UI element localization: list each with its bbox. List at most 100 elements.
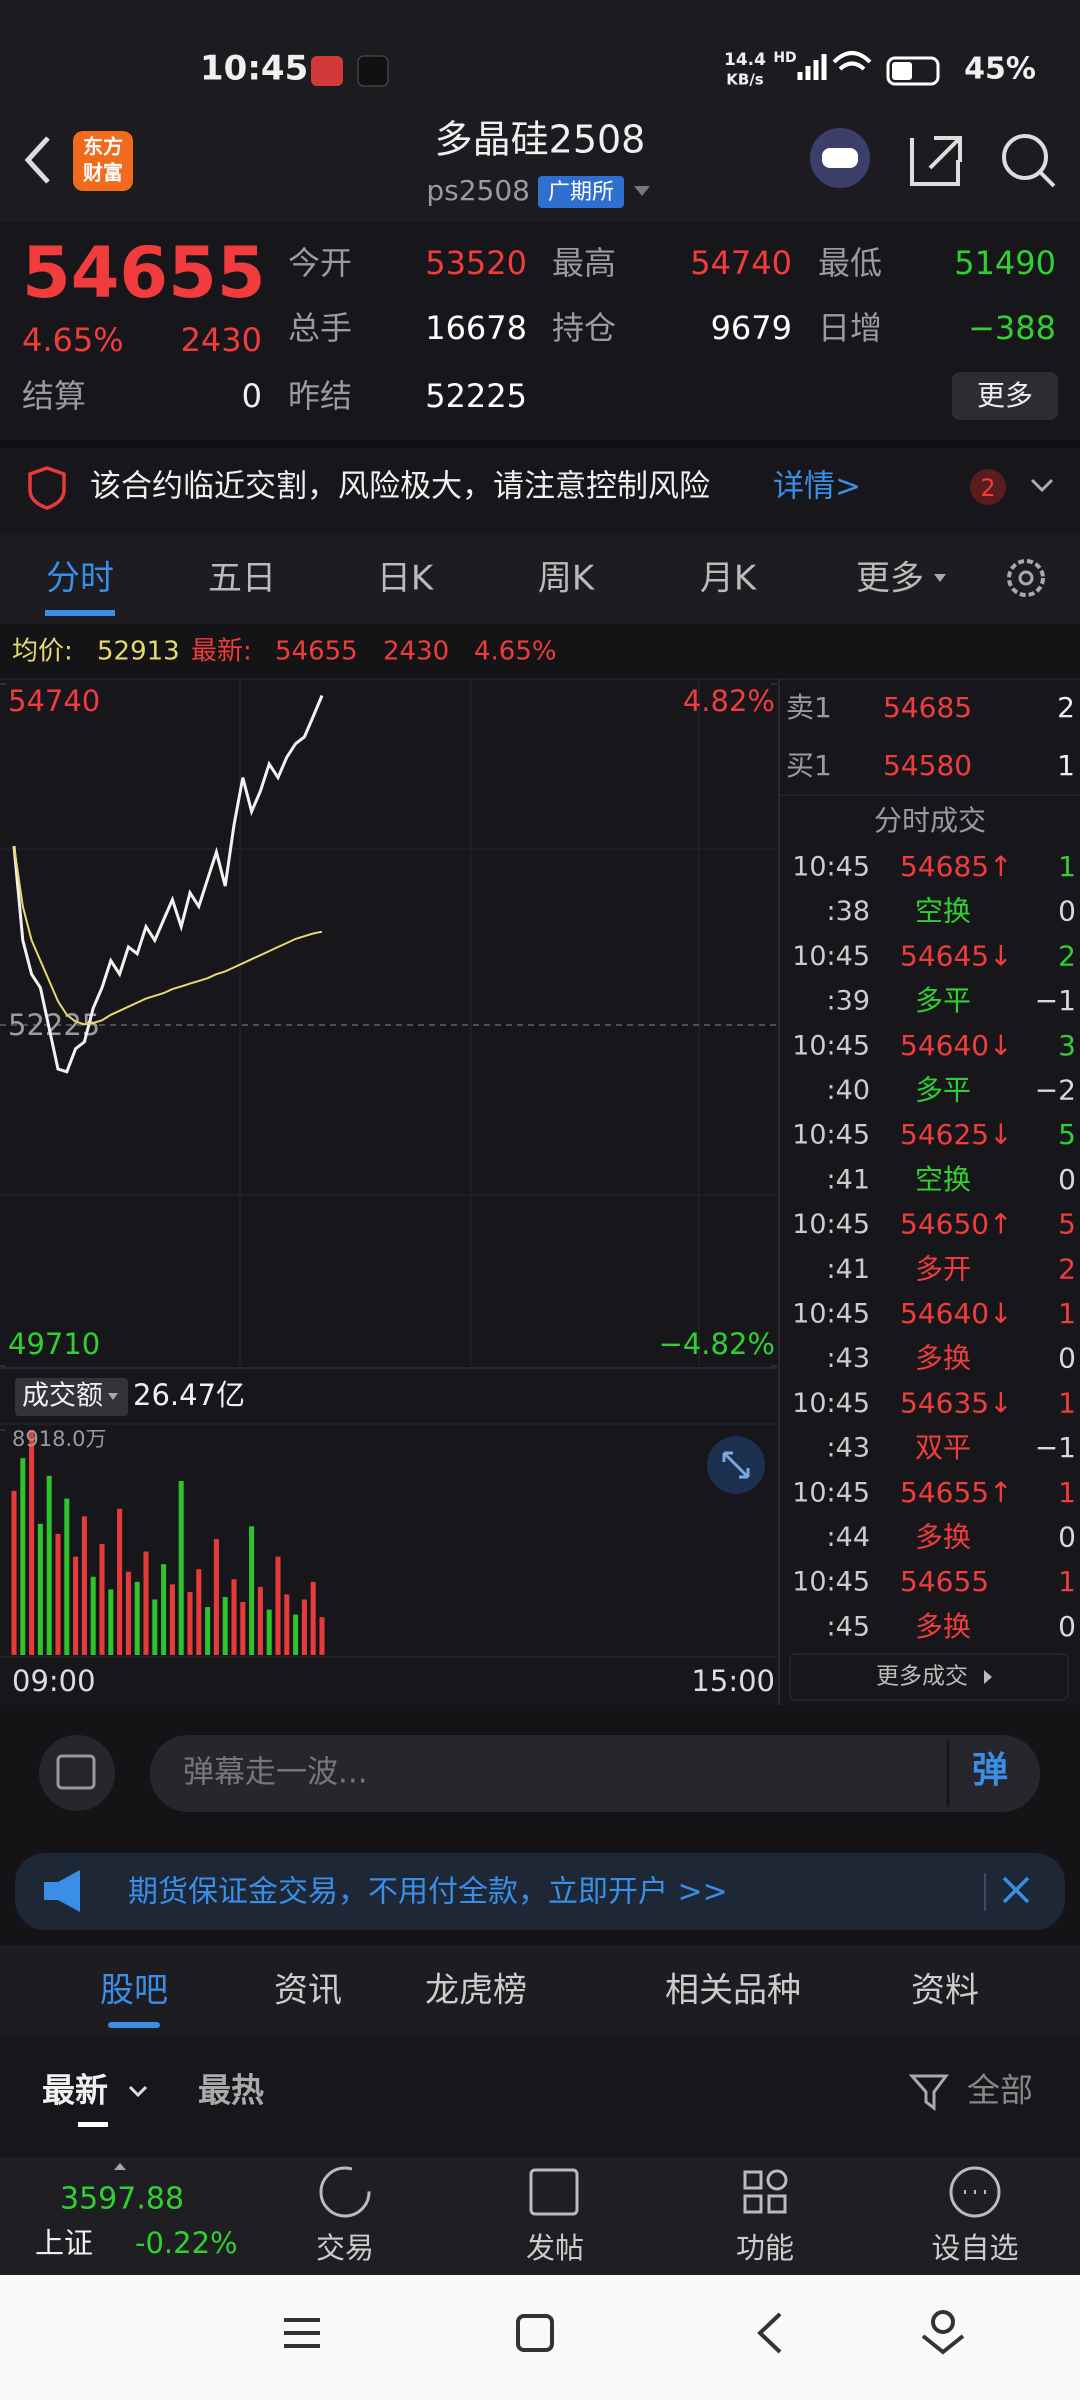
divider (0, 440, 1080, 448)
ad-bar[interactable] (15, 1853, 1065, 1930)
x-tick-label: 15:00 (691, 1664, 775, 1698)
trade-qty: −1 (1035, 1431, 1076, 1464)
expand-icon[interactable] (1030, 478, 1054, 493)
chart-tab[interactable]: 月K (700, 559, 758, 599)
community-tab[interactable]: 资讯 (274, 1971, 342, 2011)
more-button[interactable] (952, 372, 1058, 420)
index-name: 上证 (35, 2226, 93, 2260)
filter-label[interactable]: 全部 (967, 2071, 1033, 2110)
trade-price: 54640↓ (900, 1029, 1013, 1062)
settings-icon[interactable] (1007, 559, 1045, 597)
danmu-send[interactable]: 弹 (972, 1750, 1008, 1791)
trade-time: 10:45 (792, 941, 870, 972)
settings-icon-core (1018, 570, 1034, 586)
trade-type: 空换 (915, 895, 971, 928)
trade-qty: 2 (1058, 1252, 1076, 1285)
back-button[interactable] (757, 2312, 782, 2354)
filter-icon[interactable] (908, 2074, 949, 2111)
field-label: 最低 (818, 244, 882, 282)
change-percent: 4.65% (22, 321, 124, 359)
assist-button[interactable] (931, 2310, 955, 2334)
post-icon[interactable] (529, 2168, 579, 2216)
watchlist-icon[interactable] (949, 2166, 1001, 2218)
volume-bar (293, 1614, 299, 1655)
chart-tab[interactable]: 分时 (46, 559, 114, 599)
change-amount: 2430 (181, 321, 262, 359)
community-tab[interactable]: 资料 (911, 1971, 979, 2011)
trade-price: 54640↓ (900, 1297, 1013, 1330)
info-bg (0, 624, 1080, 679)
volume-bar (134, 1581, 140, 1655)
ask-price: 54685 (883, 691, 972, 724)
dropdown-icon[interactable] (634, 186, 650, 196)
trade-icon[interactable] (319, 2166, 371, 2218)
y-tick-label: 54740 (8, 684, 100, 718)
ad-icon (44, 1870, 80, 1912)
alert-badge (970, 469, 1006, 505)
trade-time: :45 (827, 1611, 870, 1642)
trade-time: :41 (827, 1254, 870, 1285)
bid-label: 买1 (786, 749, 832, 782)
y-tick-label: 49710 (8, 1327, 100, 1361)
more-trades-label[interactable]: 更多成交 (876, 1664, 968, 1690)
volume-bar (213, 1538, 219, 1655)
trade-type: 双平 (915, 1431, 971, 1464)
sort-option[interactable]: 最热 (198, 2071, 264, 2110)
alert-link[interactable]: 详情> (773, 469, 861, 505)
trade-type: 多换 (915, 1521, 971, 1554)
back-icon[interactable] (24, 136, 50, 184)
active-sort-indicator (78, 2122, 108, 2127)
nav-item[interactable]: 交易 (316, 2231, 374, 2265)
trade-time: :43 (827, 1343, 870, 1374)
community-tab[interactable]: 相关品种 (665, 1971, 801, 2011)
more-trades-arrow (984, 1670, 992, 1684)
trade-time: 10:45 (792, 1567, 870, 1598)
wifi-icon (832, 51, 872, 71)
function-icon[interactable] (743, 2170, 763, 2190)
community-tab[interactable]: 龙虎榜 (425, 1971, 527, 2011)
trade-qty: 1 (1058, 1565, 1076, 1598)
nav-item[interactable]: 功能 (736, 2231, 794, 2265)
chart-tab[interactable]: 五日 (208, 559, 276, 599)
sort-option[interactable]: 最新 (42, 2071, 108, 2110)
trade-price: 54645↓ (900, 939, 1013, 972)
exchange-badge (538, 176, 624, 208)
last-price: 54655 (22, 232, 266, 314)
danmu-input[interactable] (150, 1735, 1040, 1812)
assistant-face (822, 148, 858, 168)
logo (73, 131, 133, 191)
danmu-toggle[interactable] (39, 1735, 115, 1811)
alert-icon (28, 466, 66, 510)
field-label: 结算 (22, 377, 86, 415)
community-tab[interactable]: 股吧 (100, 1971, 168, 2011)
chart-tab[interactable]: 日K (377, 559, 435, 599)
more-trades-button[interactable] (789, 1653, 1069, 1701)
menu-button[interactable] (284, 2318, 320, 2348)
logo-text: 东方 (83, 135, 123, 159)
chart-tab[interactable]: 更多 (856, 559, 924, 599)
trade-time: 10:45 (792, 1209, 870, 1240)
share-icon[interactable] (910, 136, 962, 186)
more-button-label[interactable]: 更多 (977, 379, 1033, 412)
nav-item[interactable]: 发帖 (526, 2231, 584, 2265)
field-label: 持仓 (552, 309, 616, 347)
chart-tab[interactable]: 周K (538, 559, 596, 599)
volume-bar (205, 1607, 211, 1655)
volume-bar (73, 1556, 79, 1655)
trade-price: 54635↓ (900, 1386, 1013, 1419)
search-icon[interactable] (1002, 134, 1048, 180)
volume-selector[interactable] (15, 1378, 128, 1416)
ad-text[interactable]: 期货保证金交易，不用付全款，立即开户 >> (128, 1875, 728, 1910)
volume-total: 26.47亿 (133, 1378, 245, 1412)
clock: 10:45 (200, 49, 308, 89)
active-tab-indicator (45, 610, 115, 616)
nav-item[interactable]: 设自选 (931, 2231, 1018, 2265)
price-line (12, 694, 324, 1074)
home-button[interactable] (516, 2314, 554, 2352)
trade-qty: 0 (1058, 1163, 1076, 1196)
volume-bar (99, 1543, 105, 1655)
trade-time: :40 (827, 1075, 870, 1106)
close-icon[interactable] (1002, 1876, 1030, 1904)
